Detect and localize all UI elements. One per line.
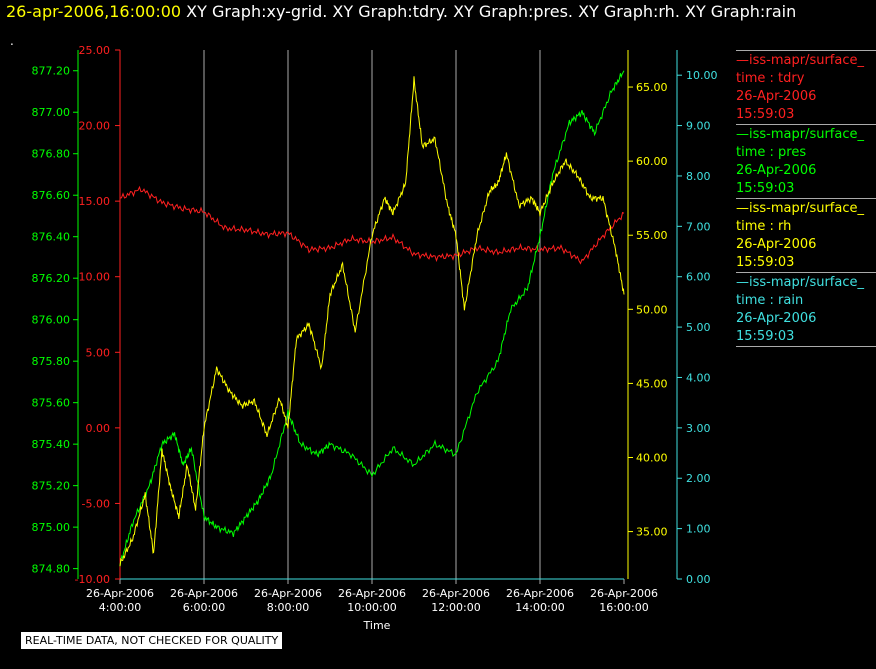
series-line-rh — [119, 76, 625, 567]
rain-tick-label: 3.00 — [686, 422, 711, 435]
rain-tick-label: 7.00 — [686, 220, 711, 233]
tdry-tick-label: 25.00 — [79, 44, 111, 57]
pres-tick-label: 877.20 — [32, 65, 71, 78]
legend-line3: 26-Apr-2006 — [736, 89, 817, 104]
stray-dot: . — [10, 34, 14, 48]
legend-line2: time : rain — [736, 293, 804, 308]
pres-tick-label: 877.00 — [32, 106, 71, 119]
legend-bottom-rule — [736, 346, 876, 348]
rain-tick-label: 9.00 — [686, 120, 711, 133]
pres-tick-label: 875.20 — [32, 480, 71, 493]
pres-tick-label: 875.80 — [32, 355, 71, 368]
legend-line1: —iss-mapr/surface_ — [736, 53, 865, 68]
x-tick-label-time: 16:00:00 — [599, 601, 648, 614]
x-tick-label-date: 26-Apr-2006 — [254, 587, 322, 600]
rain-tick-label: 0.00 — [686, 573, 711, 586]
rh-tick-label: 50.00 — [636, 303, 668, 316]
x-tick-label-date: 26-Apr-2006 — [422, 587, 490, 600]
x-tick-label-date: 26-Apr-2006 — [338, 587, 406, 600]
rain-tick-label: 5.00 — [686, 321, 711, 334]
graph-title: 26-apr-2006,16:00:00 XY Graph:xy-grid. X… — [6, 2, 796, 21]
tdry-tick-label: 5.00 — [86, 346, 111, 359]
x-tick-label-time: 12:00:00 — [431, 601, 480, 614]
pres-tick-label: 875.40 — [32, 438, 71, 451]
legend-line3: 26-Apr-2006 — [736, 237, 817, 252]
rain-tick-label: 4.00 — [686, 371, 711, 384]
quality-notice: REAL-TIME DATA, NOT CHECKED FOR QUALITY — [20, 631, 284, 650]
pres-tick-label: 875.60 — [32, 397, 71, 410]
rh-tick-label: 55.00 — [636, 229, 668, 242]
series-line-tdry — [119, 185, 625, 265]
rh-tick-label: 40.00 — [636, 451, 668, 464]
legend-line3: 26-Apr-2006 — [736, 311, 817, 326]
rh-tick-label: 35.00 — [636, 526, 668, 539]
legend-line4: 15:59:03 — [736, 181, 795, 196]
x-tick-label-time: 14:00:00 — [515, 601, 564, 614]
x-tick-label-date: 26-Apr-2006 — [170, 587, 238, 600]
legend: —iss-mapr/surface_ time : tdry 26-Apr-2006… — [736, 50, 876, 348]
x-tick-label-time: 8:00:00 — [267, 601, 309, 614]
legend-line1: —iss-mapr/surface_ — [736, 275, 865, 290]
x-tick-label-date: 26-Apr-2006 — [86, 587, 154, 600]
legend-entry: —iss-mapr/surface_time : pres 26-Apr-2006… — [736, 124, 876, 198]
title-timestamp: 26-apr-2006,16:00:00 — [6, 2, 182, 21]
legend-entry: —iss-mapr/surface_time : rh 26-Apr-2006 15… — [736, 198, 876, 272]
title-graph-list: XY Graph:xy-grid. XY Graph:tdry. XY Grap… — [181, 2, 797, 21]
rain-tick-label: 1.00 — [686, 523, 711, 536]
legend-line1: —iss-mapr/surface_ — [736, 201, 865, 216]
legend-entry: —iss-mapr/surface_time : tdry 26-Apr-2006… — [736, 50, 876, 124]
rh-tick-label: 60.00 — [636, 155, 668, 168]
x-tick-label-date: 26-Apr-2006 — [590, 587, 658, 600]
pres-tick-label: 874.80 — [32, 563, 71, 576]
tdry-tick-label: 0.00 — [86, 422, 111, 435]
legend-entry: —iss-mapr/surface_time : rain 26-Apr-2006… — [736, 272, 876, 346]
tdry-tick-label: -10.00 — [75, 573, 110, 586]
rain-tick-label: 6.00 — [686, 271, 711, 284]
pres-tick-label: 875.00 — [32, 521, 71, 534]
tdry-tick-label: 20.00 — [79, 120, 111, 133]
pres-tick-label: 876.80 — [32, 148, 71, 161]
rh-tick-label: 65.00 — [636, 81, 668, 94]
x-axis-label: Time — [363, 619, 391, 632]
pres-tick-label: 876.40 — [32, 231, 71, 244]
tdry-tick-label: 15.00 — [79, 195, 111, 208]
legend-line4: 15:59:03 — [736, 255, 795, 270]
x-tick-label-time: 6:00:00 — [183, 601, 225, 614]
rh-tick-label: 45.00 — [636, 377, 668, 390]
legend-line2: time : rh — [736, 219, 792, 234]
pres-tick-label: 876.00 — [32, 314, 71, 327]
series-line-pres — [119, 70, 625, 567]
legend-line4: 15:59:03 — [736, 329, 795, 344]
tdry-tick-label: 10.00 — [79, 271, 111, 284]
legend-line1: —iss-mapr/surface_ — [736, 127, 865, 142]
tdry-tick-label: -5.00 — [82, 497, 110, 510]
x-tick-label-time: 10:00:00 — [347, 601, 396, 614]
rain-tick-label: 10.00 — [686, 69, 718, 82]
legend-line2: time : tdry — [736, 71, 805, 86]
pres-tick-label: 876.20 — [32, 272, 71, 285]
legend-line4: 15:59:03 — [736, 107, 795, 122]
x-tick-label-time: 4:00:00 — [99, 601, 141, 614]
legend-line2: time : pres — [736, 145, 807, 160]
x-tick-label-date: 26-Apr-2006 — [506, 587, 574, 600]
legend-line3: 26-Apr-2006 — [736, 163, 817, 178]
rain-tick-label: 2.00 — [686, 472, 711, 485]
rain-tick-label: 8.00 — [686, 170, 711, 183]
pres-tick-label: 876.60 — [32, 189, 71, 202]
